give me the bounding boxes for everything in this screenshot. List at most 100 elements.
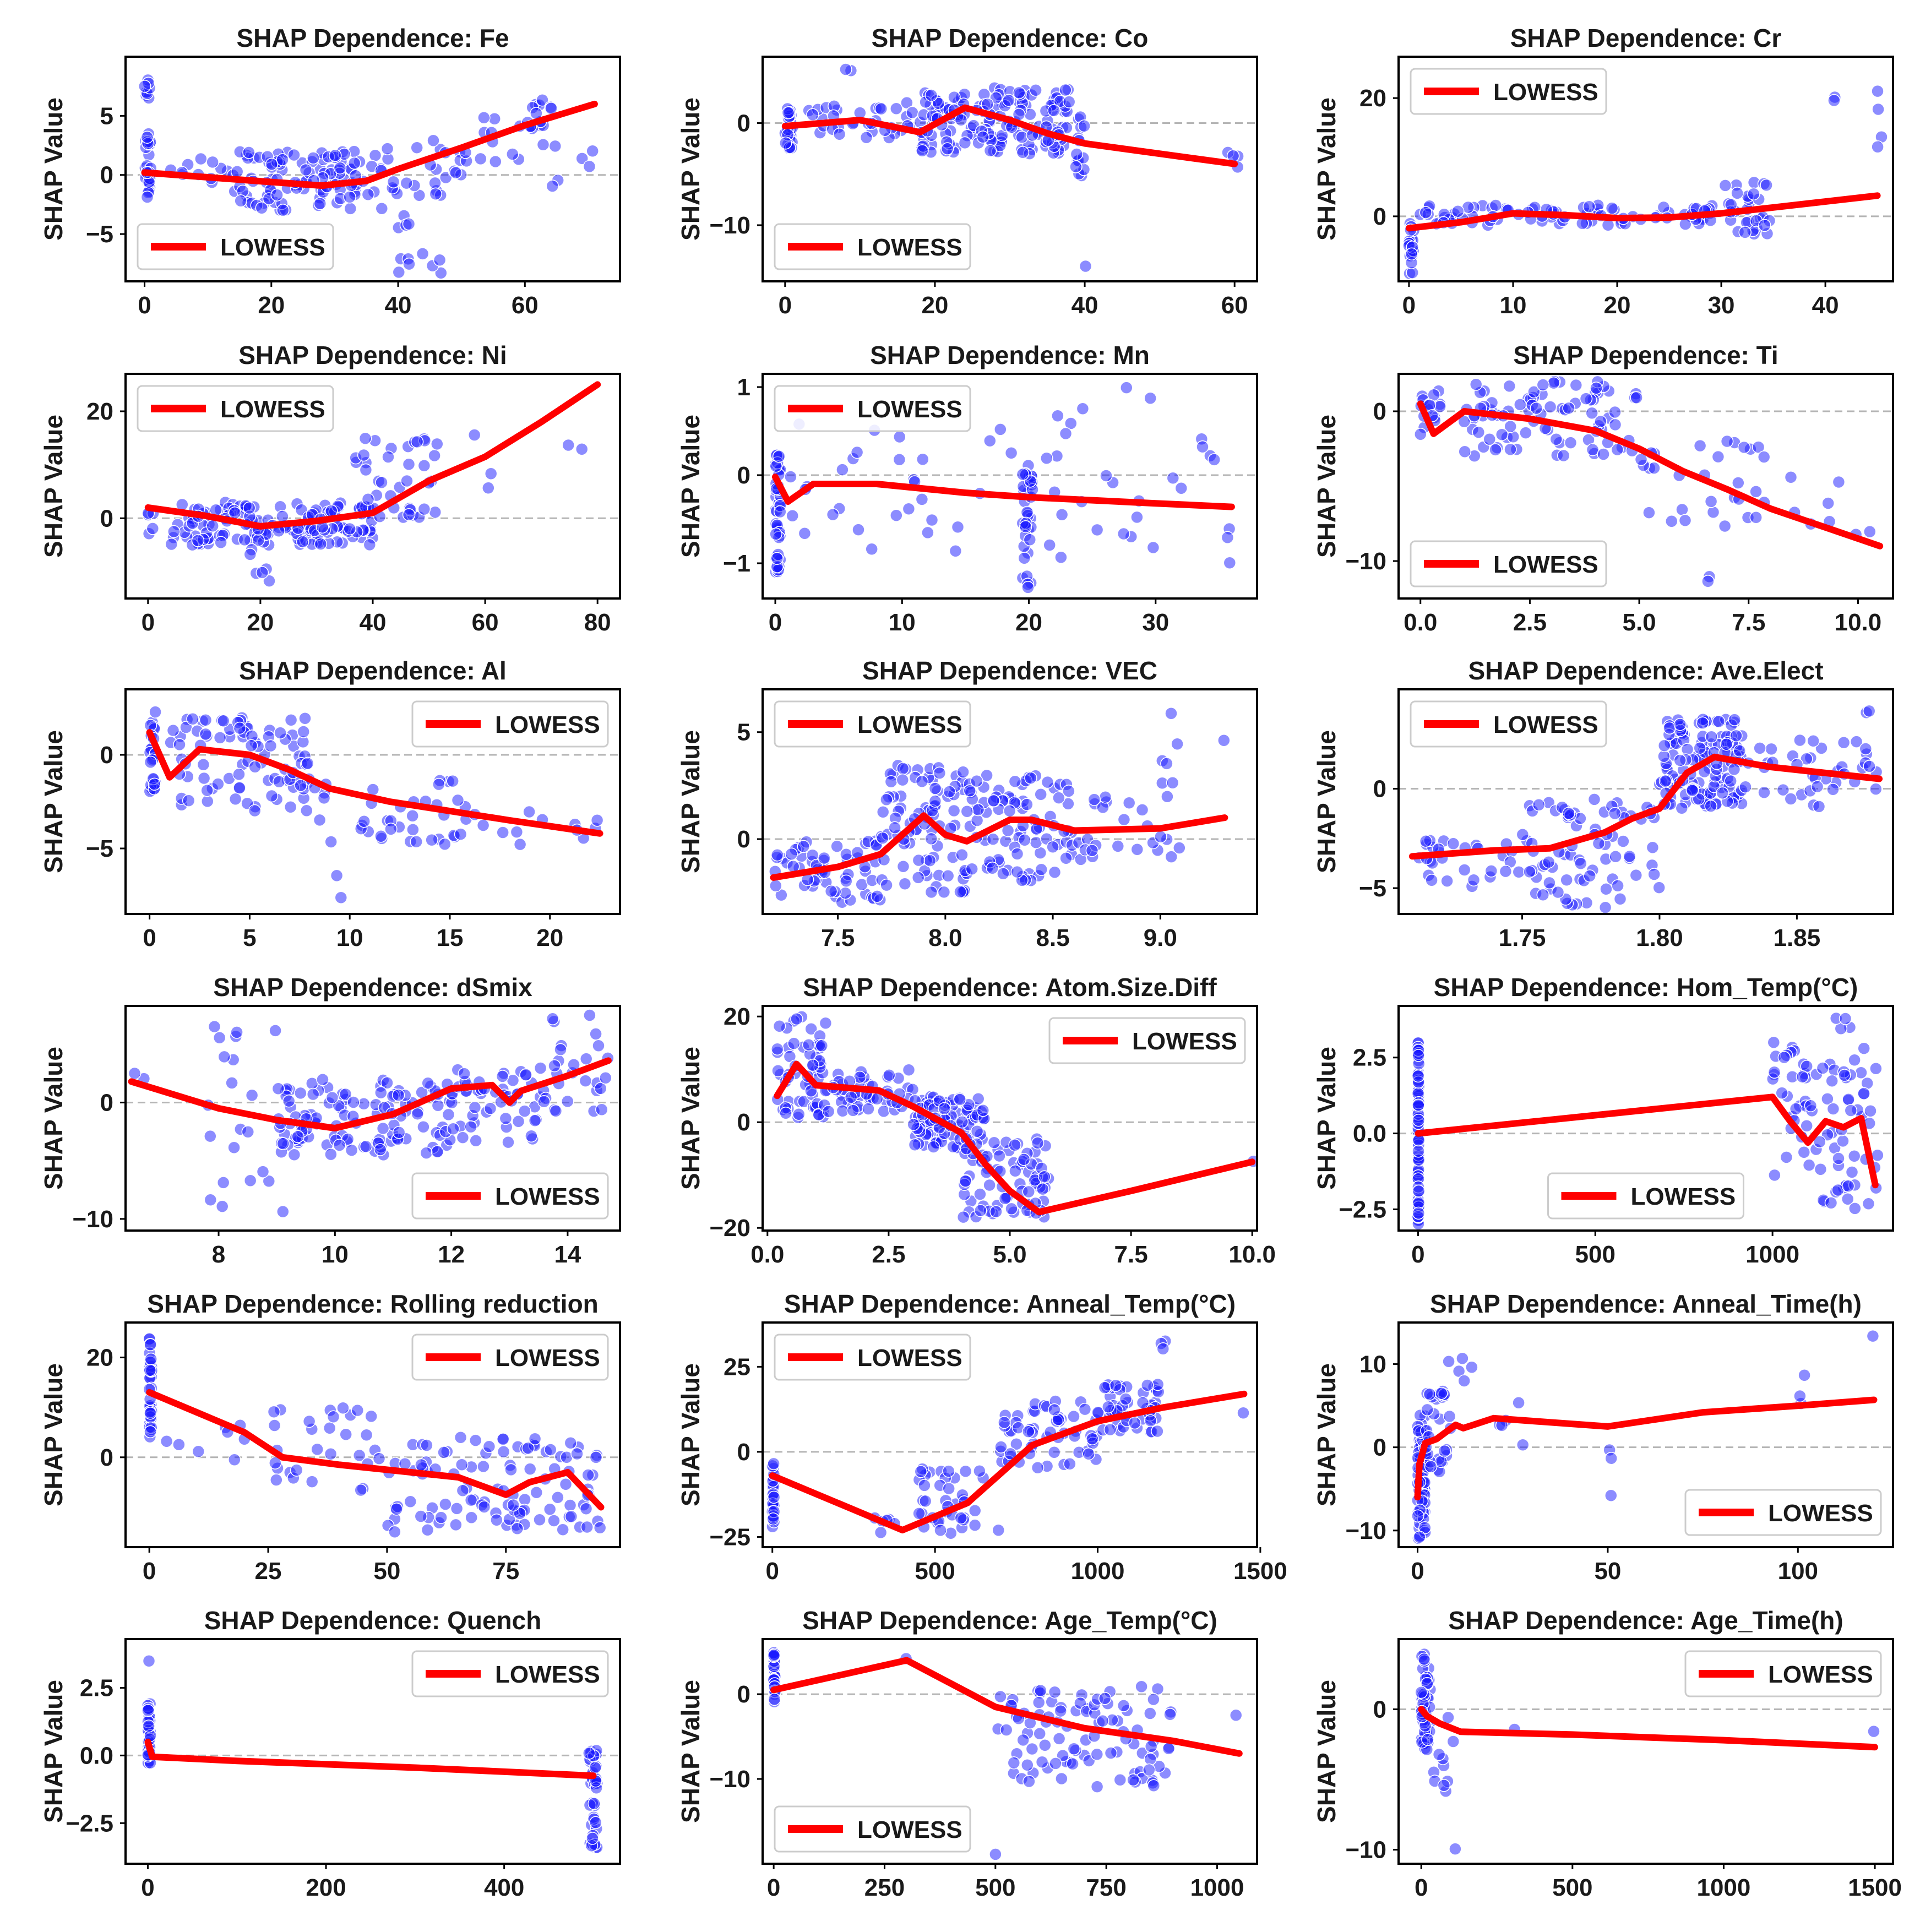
data-point bbox=[1676, 503, 1689, 516]
x-tick-label: 250 bbox=[864, 1874, 905, 1901]
data-point bbox=[375, 202, 389, 215]
data-point bbox=[840, 847, 853, 861]
data-point bbox=[1412, 1184, 1426, 1198]
legend-box bbox=[774, 1805, 971, 1853]
data-point bbox=[949, 544, 962, 558]
data-point bbox=[1415, 1685, 1428, 1699]
lowess-line bbox=[769, 1390, 1248, 1534]
y-tick-label: −20 bbox=[709, 1215, 750, 1242]
data-point bbox=[1598, 901, 1612, 914]
data-point bbox=[595, 1103, 608, 1117]
x-tick-label: 8.5 bbox=[1036, 924, 1070, 951]
y-tick-label: −5 bbox=[86, 221, 113, 248]
data-point bbox=[908, 1138, 922, 1151]
x-tick-label: 50 bbox=[1594, 1558, 1621, 1585]
x-tick-label: 10 bbox=[322, 1241, 349, 1268]
data-point bbox=[255, 201, 269, 215]
data-point bbox=[1564, 436, 1578, 449]
data-point bbox=[1678, 514, 1692, 527]
data-point bbox=[1025, 1742, 1039, 1756]
data-point bbox=[1753, 742, 1766, 755]
legend-label: LOWESS bbox=[220, 234, 325, 261]
data-point bbox=[243, 1174, 257, 1188]
data-point bbox=[449, 166, 463, 179]
data-point bbox=[862, 1102, 875, 1115]
data-point bbox=[956, 765, 970, 779]
data-point bbox=[197, 758, 210, 771]
y-tick-label: 0 bbox=[100, 1444, 113, 1471]
data-point bbox=[548, 1059, 561, 1073]
data-point bbox=[469, 1134, 482, 1147]
data-point bbox=[432, 777, 445, 791]
data-point bbox=[1657, 739, 1671, 753]
data-point bbox=[1611, 443, 1624, 456]
data-point bbox=[467, 428, 481, 442]
data-point bbox=[912, 1507, 926, 1520]
subplot-12: SHAP Dependence: Hom_Temp(°C) SHAP Value 0… bbox=[1312, 973, 1894, 1268]
data-point bbox=[1015, 130, 1029, 144]
data-point bbox=[1440, 874, 1454, 888]
data-point bbox=[987, 794, 1000, 808]
data-point bbox=[387, 175, 400, 188]
data-point bbox=[943, 785, 956, 798]
data-point bbox=[358, 432, 372, 445]
legend-box bbox=[1410, 540, 1607, 587]
chart-title: SHAP Dependence: dSmix bbox=[213, 973, 532, 1002]
legend-box bbox=[1048, 1017, 1246, 1064]
data-point bbox=[1813, 1135, 1826, 1149]
x-tick-label: 50 bbox=[373, 1558, 400, 1585]
subplot-8: SHAP Dependence: VEC SHAP Value 7.5 8.0 8.5 9… bbox=[676, 656, 1258, 951]
data-point bbox=[1863, 525, 1877, 538]
data-point bbox=[438, 837, 452, 851]
data-point bbox=[536, 93, 549, 107]
data-point bbox=[771, 1042, 784, 1056]
data-point bbox=[1716, 786, 1729, 799]
data-point bbox=[779, 1106, 792, 1120]
data-point bbox=[1020, 798, 1034, 811]
data-point bbox=[592, 1039, 605, 1052]
legend-box bbox=[774, 385, 971, 432]
data-point bbox=[373, 1143, 387, 1156]
data-point bbox=[1411, 1069, 1425, 1083]
data-point bbox=[347, 156, 361, 170]
data-point bbox=[384, 823, 398, 836]
data-point bbox=[1069, 160, 1083, 173]
x-tick-label: 7.5 bbox=[1114, 1241, 1148, 1268]
data-point bbox=[1519, 426, 1532, 439]
x-tick-label: 0 bbox=[1411, 1241, 1424, 1268]
data-point bbox=[581, 1468, 595, 1482]
data-point bbox=[325, 1091, 339, 1104]
data-point bbox=[1574, 857, 1587, 870]
chart-title: SHAP Dependence: VEC bbox=[862, 656, 1157, 685]
data-point bbox=[1597, 448, 1610, 461]
data-point bbox=[406, 823, 420, 836]
data-point bbox=[447, 1122, 460, 1135]
data-point bbox=[918, 1494, 932, 1508]
data-point bbox=[464, 1493, 478, 1507]
data-point bbox=[264, 739, 278, 753]
data-point bbox=[245, 1089, 259, 1102]
data-point bbox=[1483, 433, 1496, 446]
plot-area bbox=[1399, 1647, 1893, 1855]
data-point bbox=[1608, 418, 1622, 432]
data-point bbox=[1705, 730, 1718, 744]
data-point bbox=[833, 127, 846, 141]
data-point bbox=[588, 1797, 601, 1810]
data-point bbox=[497, 1445, 510, 1458]
legend: LOWESS bbox=[411, 1172, 609, 1220]
axes-frame bbox=[124, 688, 621, 915]
data-point bbox=[932, 97, 945, 110]
data-point bbox=[1842, 1093, 1855, 1106]
data-point bbox=[496, 826, 509, 839]
data-point bbox=[241, 1125, 255, 1139]
data-point bbox=[1424, 1460, 1438, 1473]
data-point bbox=[970, 774, 983, 788]
data-point bbox=[276, 153, 289, 166]
data-point bbox=[488, 112, 501, 126]
data-point bbox=[411, 1107, 424, 1120]
legend-box bbox=[1684, 1489, 1882, 1536]
data-point bbox=[951, 520, 965, 534]
data-point bbox=[802, 1038, 815, 1052]
legend: LOWESS bbox=[774, 1805, 971, 1853]
y-tick-label: 0 bbox=[737, 1109, 750, 1136]
